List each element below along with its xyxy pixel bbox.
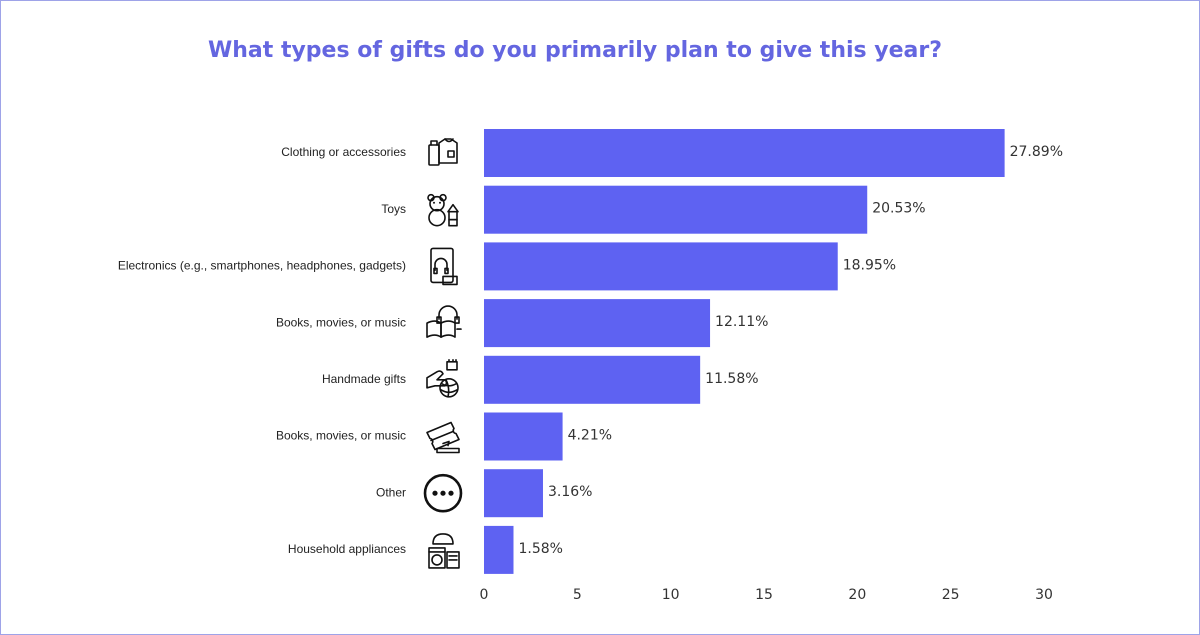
- bar-0: [484, 129, 1005, 177]
- value-label-2: 18.95%: [843, 257, 896, 273]
- bar-6: [484, 469, 543, 517]
- bars-layer: [484, 129, 1005, 574]
- bar-4: [484, 356, 700, 404]
- x-tick-label-1: 5: [573, 587, 582, 603]
- more-dots-icon: [425, 475, 461, 511]
- category-label-2: Electronics (e.g., smartphones, headphon…: [118, 259, 406, 273]
- clothing-icon: [429, 139, 457, 165]
- value-label-5: 4.21%: [568, 428, 612, 444]
- ticket-icon: [427, 423, 459, 453]
- value-label-1: 20.53%: [872, 201, 925, 217]
- value-label-7: 1.58%: [518, 541, 562, 557]
- electronics-icon: [431, 248, 457, 284]
- bar-5: [484, 413, 563, 461]
- category-label-7: Household appliances: [288, 542, 406, 556]
- category-label-3: Books, movies, or music: [276, 315, 406, 329]
- icons-layer: [425, 139, 461, 568]
- value-label-3: 12.11%: [715, 314, 768, 330]
- category-label-0: Clothing or accessories: [281, 145, 406, 159]
- value-label-6: 3.16%: [548, 484, 592, 500]
- bar-7: [484, 526, 513, 574]
- x-axis-ticks: 0 5 10 15 20 25 30: [480, 587, 1053, 603]
- bar-2: [484, 242, 838, 290]
- category-label-1: Toys: [381, 202, 406, 216]
- book-headphones-icon: [427, 306, 461, 337]
- bar-3: [484, 299, 710, 347]
- handmade-yarn-icon: [427, 360, 458, 397]
- category-label-4: Handmade gifts: [322, 372, 406, 386]
- bar-1: [484, 186, 867, 234]
- teddy-bear-icon: [428, 195, 458, 226]
- category-label-6: Other: [376, 485, 406, 499]
- x-tick-label-2: 10: [662, 587, 680, 603]
- x-tick-label-6: 30: [1035, 587, 1053, 603]
- x-tick-label-5: 25: [942, 587, 960, 603]
- x-tick-label-4: 20: [848, 587, 866, 603]
- value-label-4: 11.58%: [705, 371, 758, 387]
- appliances-icon: [429, 534, 459, 568]
- x-tick-label-0: 0: [480, 587, 489, 603]
- category-label-5: Books, movies, or music: [276, 429, 406, 443]
- value-label-0: 27.89%: [1010, 144, 1063, 160]
- x-tick-label-3: 15: [755, 587, 773, 603]
